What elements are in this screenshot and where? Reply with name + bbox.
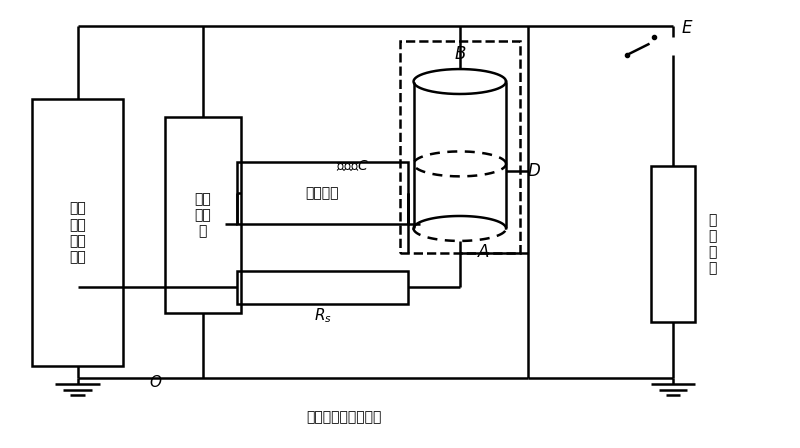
Text: $E$: $E$ [681, 20, 694, 37]
Text: 电容器表面接地导线: 电容器表面接地导线 [306, 411, 382, 425]
Bar [237, 271, 408, 304]
Text: 直流
分压
器: 直流 分压 器 [194, 192, 211, 238]
Bar [237, 162, 408, 224]
Text: 泄
能
电
路: 泄 能 电 路 [708, 213, 717, 276]
Text: $O$: $O$ [149, 374, 162, 390]
Text: 电容器$C$: 电容器$C$ [336, 159, 369, 173]
Bar [165, 117, 241, 313]
Text: $B$: $B$ [454, 46, 466, 63]
Text: $D$: $D$ [527, 163, 541, 180]
Bar [400, 42, 519, 253]
Text: 直流
高压
耐压
仪器: 直流 高压 耐压 仪器 [69, 202, 86, 264]
Text: 高压探头: 高压探头 [306, 186, 339, 200]
Bar [32, 99, 123, 366]
Text: $R_s$: $R_s$ [314, 306, 332, 325]
Text: $A$: $A$ [477, 245, 490, 262]
Bar [651, 166, 695, 322]
